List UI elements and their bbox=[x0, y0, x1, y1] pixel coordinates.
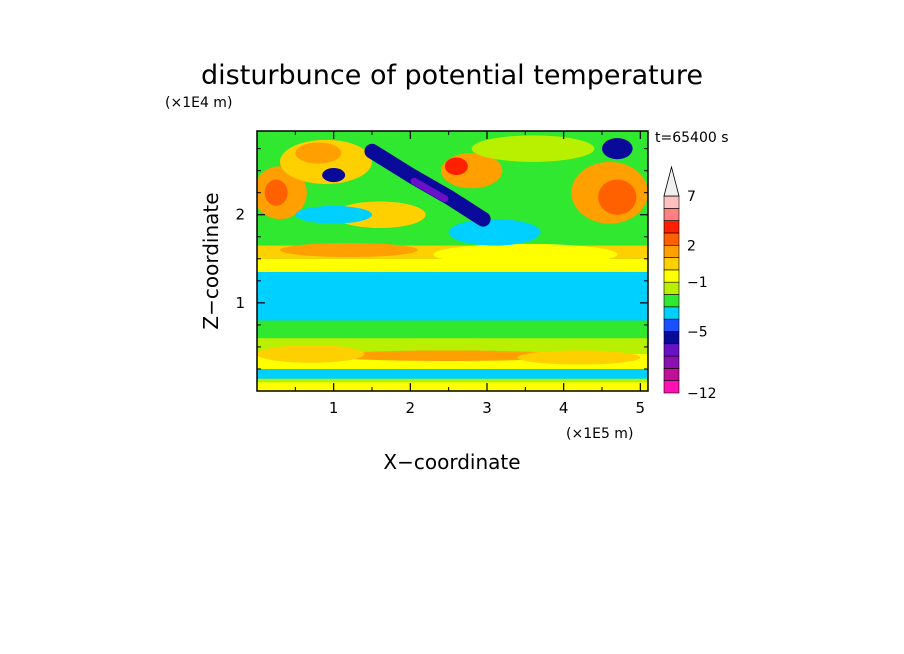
colorbar-segment bbox=[663, 281, 680, 295]
colorbar-segment bbox=[663, 343, 680, 357]
colorbar-segment bbox=[663, 232, 680, 246]
field-blob bbox=[433, 243, 618, 265]
colorbar-segment bbox=[663, 380, 680, 394]
field-blob bbox=[326, 350, 572, 362]
x-tick-label: 4 bbox=[559, 399, 569, 417]
field-band bbox=[257, 378, 648, 383]
colorbar-segment bbox=[663, 257, 680, 271]
x-tick-label: 1 bbox=[329, 399, 339, 417]
field-blob bbox=[602, 138, 633, 160]
colorbar-segment bbox=[663, 331, 680, 345]
colorbar: 7 2 −1 −5 −12 bbox=[663, 165, 717, 402]
colorbar-segment bbox=[663, 318, 680, 332]
chart-title: disturbunce of potential temperature bbox=[201, 60, 703, 91]
field-blob bbox=[471, 135, 595, 162]
colorbar-segment bbox=[663, 208, 680, 221]
field-band bbox=[257, 307, 648, 321]
plot-frame bbox=[256, 130, 649, 392]
colorbar-segment bbox=[663, 294, 680, 308]
x-axis-label: X−coordinate bbox=[383, 450, 520, 474]
colorbar-label: −5 bbox=[687, 324, 708, 340]
field-blob bbox=[295, 142, 342, 164]
field-blob bbox=[322, 168, 346, 183]
heatmap-field bbox=[257, 131, 648, 391]
field-band bbox=[257, 382, 648, 391]
field-blob bbox=[280, 242, 418, 258]
field-streak bbox=[410, 177, 449, 203]
colorbar-label: −12 bbox=[687, 386, 717, 402]
colorbar-segment bbox=[663, 306, 680, 320]
field-blob bbox=[598, 179, 637, 215]
colorbar-segment bbox=[663, 368, 680, 381]
field-blob bbox=[444, 157, 468, 176]
y-axis-label: Z−coordinate bbox=[199, 192, 223, 329]
colorbar-segment bbox=[663, 220, 680, 234]
field-blob bbox=[517, 350, 641, 365]
x-tick-label: 5 bbox=[636, 399, 646, 417]
colorbar-segment bbox=[663, 195, 680, 209]
field-band bbox=[257, 320, 648, 339]
field-blob bbox=[257, 345, 365, 363]
y-tick-label: 1 bbox=[235, 294, 245, 312]
x-tick-label: 2 bbox=[406, 399, 416, 417]
field-band bbox=[257, 272, 648, 308]
colorbar-arrow bbox=[663, 165, 680, 197]
colorbar-label: 7 bbox=[687, 189, 696, 205]
y-tick-label: 2 bbox=[235, 206, 245, 224]
y-axis: 12 bbox=[235, 148, 648, 370]
x-axis: 1 2 3 4 5 bbox=[294, 131, 646, 417]
colorbar-segment bbox=[663, 355, 680, 369]
field-blob bbox=[264, 179, 288, 206]
x-tick-label: 3 bbox=[482, 399, 492, 417]
time-label: t=65400 s bbox=[655, 130, 729, 146]
field-band bbox=[257, 368, 648, 379]
colorbar-segment bbox=[663, 244, 680, 258]
x-scale-label: (×1E5 m) bbox=[566, 426, 633, 442]
colorbar-label: 2 bbox=[687, 238, 696, 254]
y-scale-label: (×1E4 m) bbox=[165, 95, 232, 111]
field-blob bbox=[448, 219, 541, 246]
field-blob bbox=[295, 205, 372, 224]
colorbar-label: −1 bbox=[687, 275, 708, 291]
colorbar-segment bbox=[663, 269, 680, 283]
